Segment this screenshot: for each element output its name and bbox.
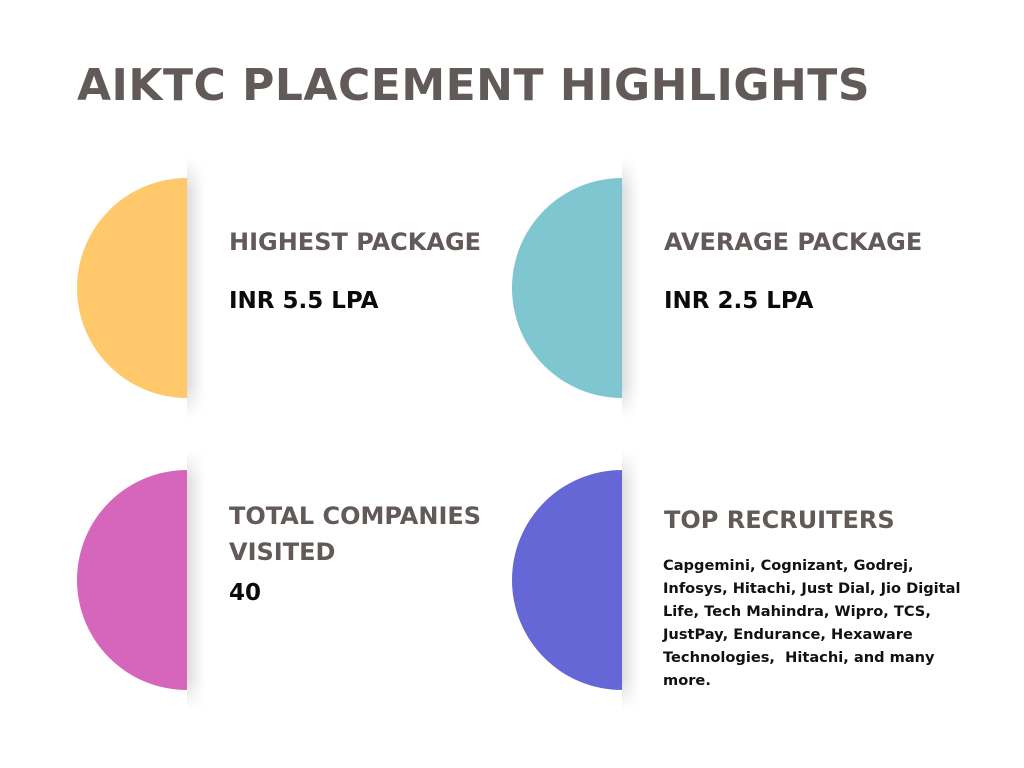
card-shadow-divider (622, 450, 640, 710)
top-recruiters-list: Capgemini, Cognizant, Godrej, Infosys, H… (663, 554, 973, 692)
yellow-half-circle-icon (77, 178, 187, 398)
card-shadow-divider (622, 158, 640, 418)
top-recruiters-label: TOP RECRUITERS (664, 506, 895, 534)
highest-package-value: INR 5.5 LPA (229, 288, 379, 314)
total-companies-label-line1: TOTAL COMPANIES (229, 502, 482, 530)
recruiters-line: Technologies, Hitachi, and many (663, 649, 935, 666)
card-shadow-divider (187, 450, 205, 710)
highest-package-label: HIGHEST PACKAGE (229, 228, 482, 256)
recruiters-line: Life, Tech Mahindra, Wipro, TCS, (663, 603, 931, 620)
total-companies-value: 40 (229, 580, 262, 606)
page-title: AIKTC PLACEMENT HIGHLIGHTS (77, 60, 871, 111)
recruiters-line: JustPay, Endurance, Hexaware (663, 626, 913, 643)
teal-half-circle-icon (512, 178, 622, 398)
card-highest-package: HIGHEST PACKAGE INR 5.5 LPA (77, 158, 517, 418)
recruiters-line: more. (663, 672, 711, 689)
card-shadow-divider (187, 158, 205, 418)
card-top-recruiters: TOP RECRUITERS Capgemini, Cognizant, God… (512, 450, 961, 710)
purple-half-circle-icon (512, 470, 622, 690)
recruiters-line: Capgemini, Cognizant, Godrej, (663, 557, 914, 574)
average-package-value: INR 2.5 LPA (664, 288, 814, 314)
card-average-package: AVERAGE PACKAGE INR 2.5 LPA (512, 158, 952, 418)
recruiters-line: Infosys, Hitachi, Just Dial, Jio Digital (663, 580, 961, 597)
card-total-companies: TOTAL COMPANIES VISITED 40 (77, 450, 517, 710)
total-companies-label-line2: VISITED (229, 538, 336, 566)
average-package-label: AVERAGE PACKAGE (664, 228, 923, 256)
pink-half-circle-icon (77, 470, 187, 690)
